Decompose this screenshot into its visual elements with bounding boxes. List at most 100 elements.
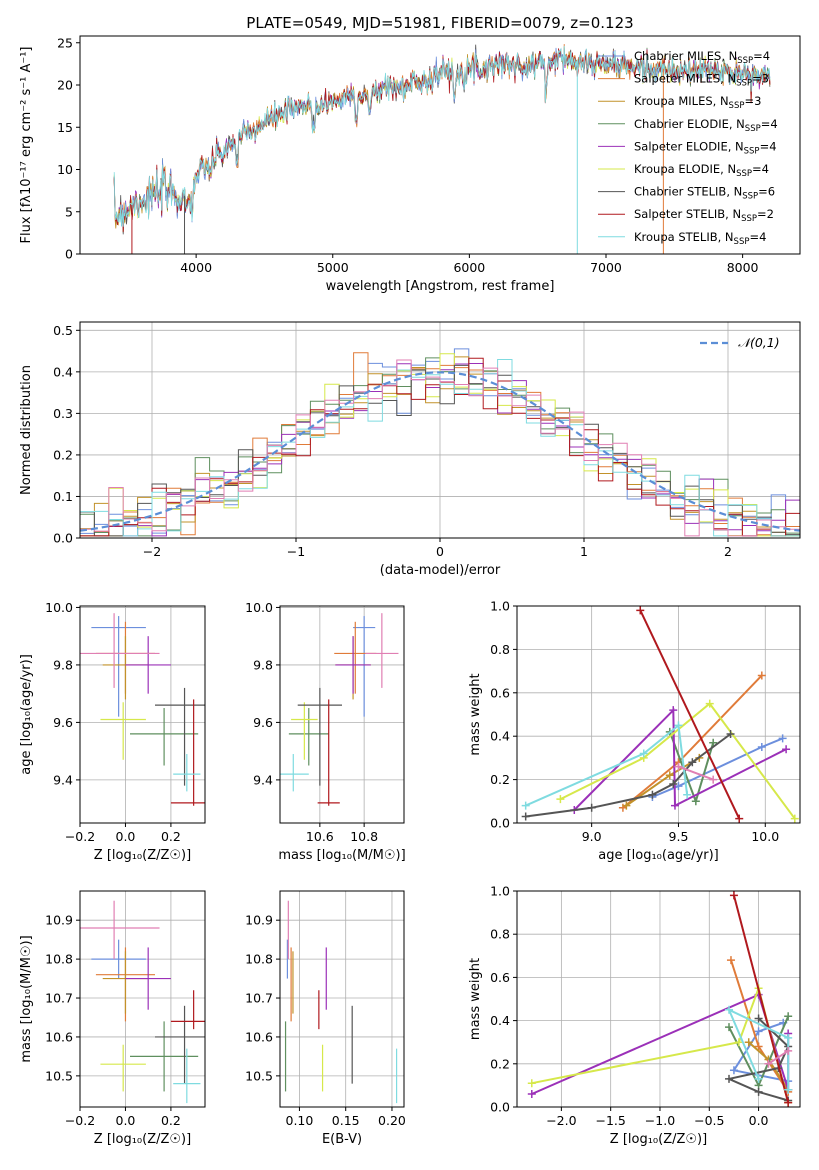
- weight-point: [527, 1079, 536, 1088]
- weight-point: [725, 1074, 734, 1083]
- y-tick-label: 0.2: [490, 772, 510, 787]
- x-tick-label: 8000: [727, 260, 759, 275]
- y-tick-label: 9.4: [53, 772, 73, 787]
- y-tick-label: 0.2: [53, 447, 73, 462]
- weight-point: [726, 730, 735, 739]
- weight-point: [587, 803, 596, 812]
- y-axis-label: Normed distribution: [19, 365, 34, 495]
- weight-point: [790, 814, 799, 823]
- weight-line: [573, 707, 787, 811]
- weight-point: [754, 1042, 763, 1051]
- y-tick-label: 10.5: [45, 1068, 73, 1083]
- x-tick-label: −1.0: [645, 1113, 675, 1128]
- y-tick-label: 20: [57, 78, 73, 93]
- y-tick-label: 0.6: [490, 970, 510, 985]
- legend-label: Kroupa ELODIE, NSSP=4: [634, 162, 769, 179]
- x-axis-label: E(B-V): [322, 1132, 362, 1147]
- weight-point: [556, 795, 565, 804]
- x-tick-label: 10.6: [306, 829, 334, 844]
- y-tick-label: 10.9: [45, 913, 73, 928]
- weight-point: [735, 814, 744, 823]
- weight-point: [622, 801, 631, 810]
- y-tick-label: 1.0: [490, 599, 510, 614]
- panel-mass-vs-Z: −0.2 0.0 0.2 10.5 10.6 10.7 10.8 10.9 Z [log₁₀(Z…: [19, 890, 206, 1147]
- weight-point: [784, 1046, 793, 1055]
- weight-point: [683, 790, 692, 799]
- weight-line: [559, 702, 796, 820]
- x-tick-label: −0.2: [65, 829, 95, 844]
- weight-point: [764, 1059, 773, 1068]
- x-tick-label: −1: [287, 544, 305, 559]
- normal-curve: [80, 371, 800, 532]
- x-tick-label: 7000: [590, 260, 622, 275]
- weight-point: [636, 606, 645, 615]
- legend-label: Chabrier MILES, NSSP=4: [634, 49, 770, 66]
- y-tick-label: 0.5: [53, 323, 73, 338]
- weight-point: [688, 758, 697, 767]
- y-tick-label: 0.0: [53, 531, 73, 546]
- weight-point: [648, 790, 657, 799]
- panel-spectrum: 4000 5000 6000 7000 8000 0 5 10 15 20 25 wavelength…: [19, 14, 801, 294]
- weight-point: [754, 1087, 763, 1096]
- x-tick-label: −0.5: [694, 1113, 724, 1128]
- x-tick-label: −2.0: [546, 1113, 576, 1128]
- weight-point: [709, 775, 718, 784]
- weight-point: [754, 1027, 763, 1036]
- x-tick-label: 9.5: [669, 829, 689, 844]
- x-tick-label: 4000: [180, 260, 212, 275]
- x-tick-label: −2: [143, 544, 161, 559]
- axes-frame: [79, 605, 206, 824]
- weight-point: [778, 734, 787, 743]
- x-tick-label: 0.20: [378, 1113, 406, 1128]
- y-tick-label: 0.4: [490, 729, 510, 744]
- weight-line: [525, 733, 732, 818]
- y-tick-label: 0.0: [490, 816, 510, 831]
- x-tick-label: 0.0: [116, 829, 136, 844]
- weight-line: [767, 1049, 789, 1065]
- y-tick-label: 1.0: [490, 884, 510, 899]
- weight-point: [669, 706, 678, 715]
- axes-frame: [279, 890, 405, 1108]
- legend-label: Salpeter STELIB, NSSP=2: [634, 207, 774, 224]
- legend-label: Kroupa MILES, NSSP=3: [634, 94, 761, 111]
- x-tick-label: 9.0: [582, 829, 602, 844]
- x-tick-label: 2: [724, 544, 732, 559]
- weight-point: [709, 738, 718, 747]
- weight-point: [784, 1033, 793, 1042]
- x-tick-label: 0.10: [286, 1113, 314, 1128]
- weight-point: [744, 1038, 753, 1047]
- plot-area: [80, 613, 205, 806]
- spectrum-line: [113, 45, 771, 227]
- legend-label: Chabrier ELODIE, NSSP=4: [634, 117, 778, 134]
- y-tick-label: 9.6: [253, 715, 273, 730]
- legend: 𝒩(0,1): [700, 335, 780, 350]
- y-tick-label: 15: [57, 120, 73, 135]
- y-tick-label: 0.4: [490, 1013, 510, 1028]
- y-axis-label: mass weight: [468, 958, 483, 1040]
- weight-point: [674, 782, 683, 791]
- x-axis-label: mass [log₁₀(M/M☉)]: [278, 848, 405, 863]
- y-tick-label: 0.6: [490, 685, 510, 700]
- x-axis-label: Z [log₁₀(Z/Z☉)]: [94, 848, 191, 863]
- residual-histogram: [80, 359, 800, 537]
- weight-point: [674, 721, 683, 730]
- x-tick-label: 6000: [453, 260, 485, 275]
- weight-point: [729, 1066, 738, 1075]
- chart-title: PLATE=0549, MJD=51981, FIBERID=0079, z=0…: [246, 14, 633, 32]
- legend-label: 𝒩(0,1): [738, 335, 780, 350]
- weight-point: [726, 956, 735, 965]
- weight-line: [525, 723, 689, 807]
- y-axis-label: mass [log₁₀(M/M☉)]: [19, 935, 34, 1062]
- weight-point: [674, 762, 683, 771]
- residual-histogram: [80, 359, 800, 537]
- y-tick-label: 0.8: [490, 642, 510, 657]
- panel-residuals: −2 −1 0 1 2 0.0 0.1 0.2 0.3 0.4 0.5 (data-model)/er…: [19, 321, 801, 578]
- legend-label: Salpeter ELODIE, NSSP=4: [634, 139, 777, 156]
- weight-point: [670, 801, 679, 810]
- y-tick-label: 0.4: [53, 364, 73, 379]
- y-tick-label: 10.6: [245, 1029, 273, 1044]
- weight-point: [725, 1005, 734, 1014]
- y-tick-label: 0.1: [53, 489, 73, 504]
- y-tick-label: 0.3: [53, 406, 73, 421]
